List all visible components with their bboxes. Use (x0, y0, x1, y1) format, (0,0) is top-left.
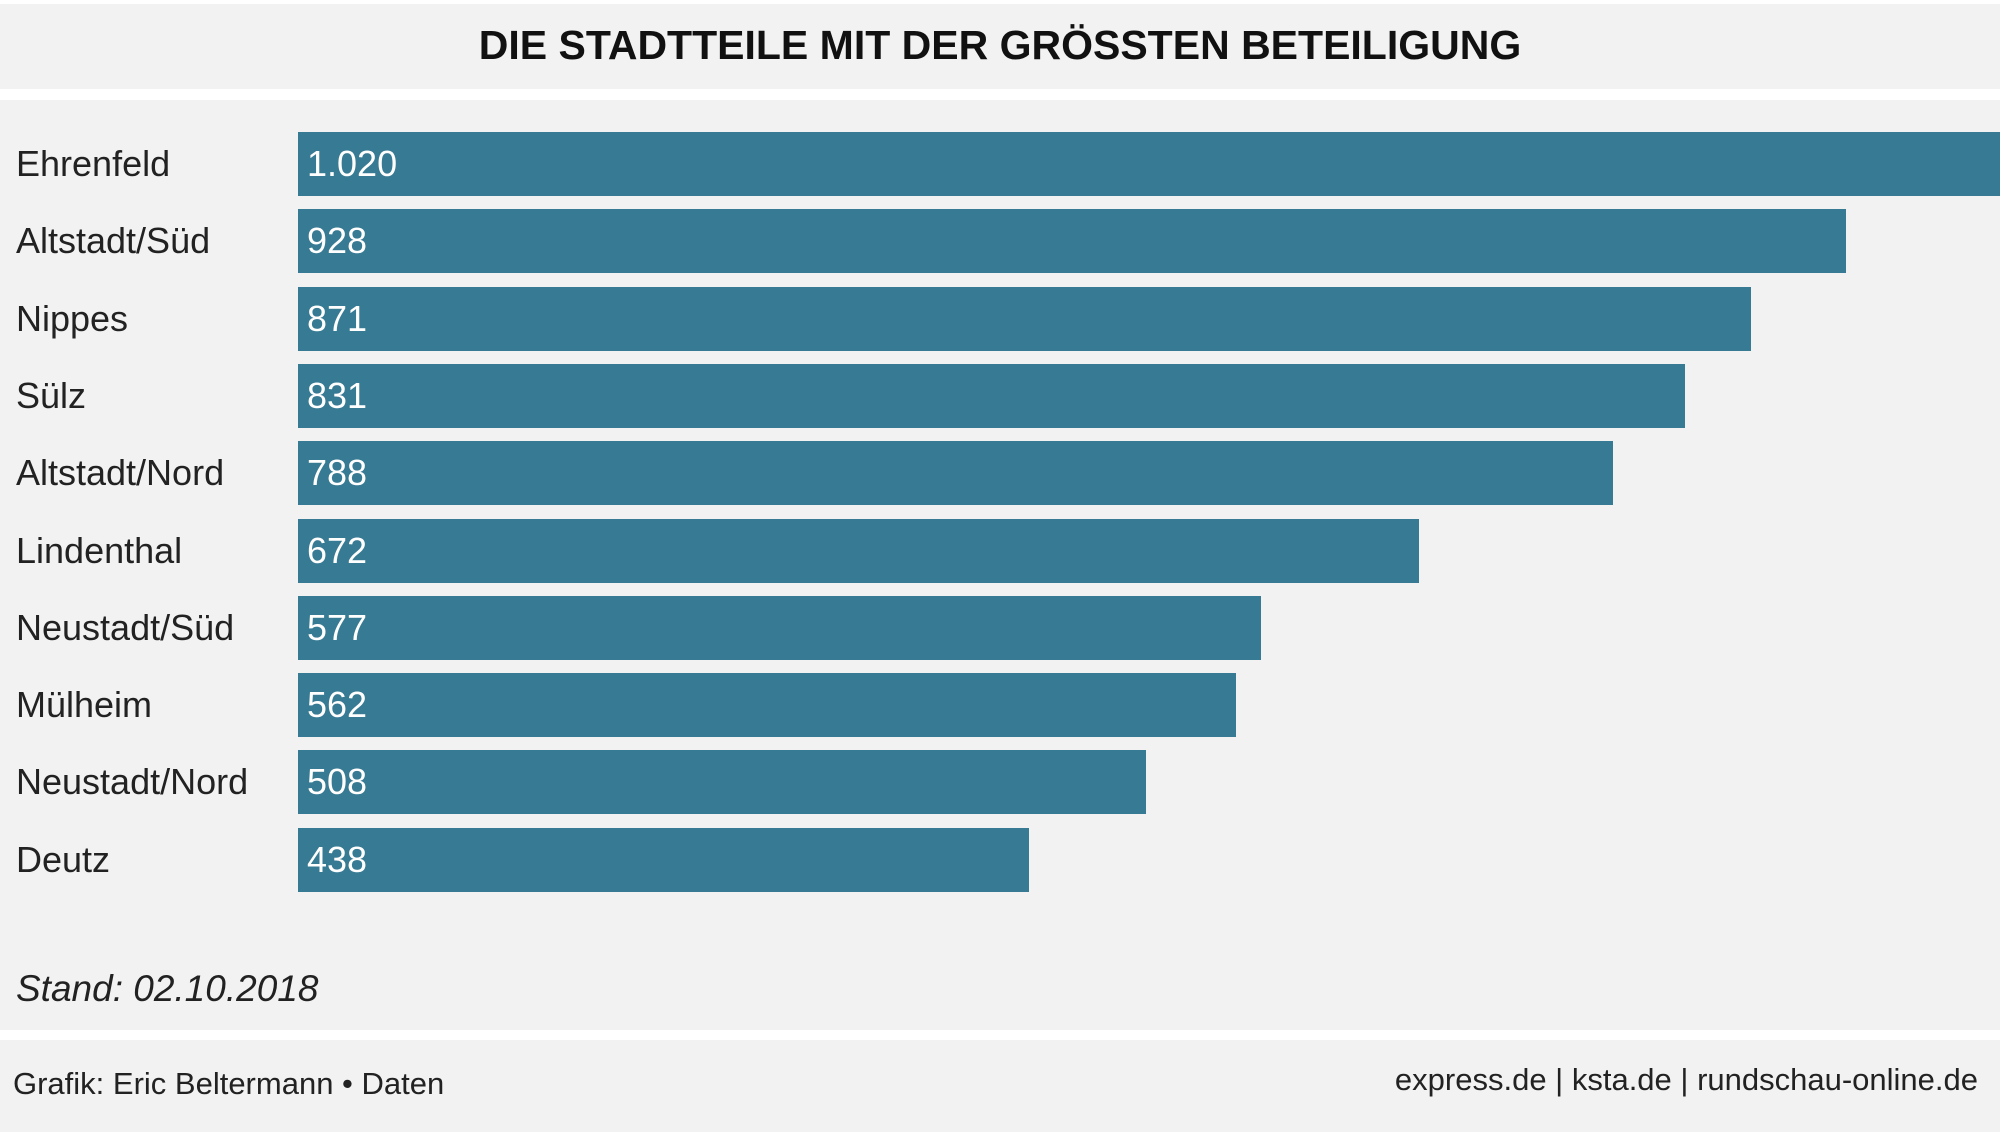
value-label: 672 (307, 529, 368, 571)
category-label: Neustadt/Nord (16, 761, 249, 803)
value-label: 562 (307, 684, 368, 726)
category-label: Altstadt/Nord (16, 452, 225, 494)
title-bar: DIE STADTTEILE MIT DER GRÖSSTEN BETEILIG… (0, 4, 2000, 89)
value-label: 928 (307, 220, 368, 262)
bar: 831 (298, 363, 1685, 428)
value-label: 788 (307, 452, 368, 494)
date-note: Stand: 02.10.2018 (16, 968, 319, 1009)
category-label: Deutz (16, 838, 111, 880)
value-label: 438 (307, 838, 368, 880)
footer-sites: express.de | ksta.de | rundschau-online.… (1394, 1062, 1978, 1097)
chart-panel: Ehrenfeld 1.020 Altstadt/Süd 928 Nippes 871 Sü… (0, 100, 2000, 1030)
value-label: 577 (307, 606, 368, 648)
bar: 577 (298, 595, 1261, 660)
category-label: Sülz (16, 374, 87, 416)
value-label: 508 (307, 761, 368, 803)
category-label: Nippes (16, 297, 129, 339)
value-label: 1.020 (307, 143, 398, 184)
value-label: 831 (307, 374, 368, 416)
bar: 508 (298, 750, 1146, 815)
footer: Grafik: Eric Beltermann • Daten express.… (0, 1040, 2000, 1132)
category-label: Mülheim (16, 684, 153, 726)
bar: 438 (298, 827, 1029, 892)
bar: 672 (298, 518, 1420, 583)
bar: 871 (298, 286, 1752, 351)
category-label: Lindenthal (16, 529, 183, 571)
bar: 562 (298, 673, 1236, 738)
category-label: Neustadt/Süd (16, 606, 235, 648)
footer-credit: Grafik: Eric Beltermann • Daten (13, 1066, 445, 1101)
value-label: 871 (307, 297, 368, 339)
bar: 928 (298, 209, 1847, 274)
bar: 788 (298, 441, 1613, 506)
category-label: Altstadt/Süd (16, 220, 211, 262)
bar: 1.020 (298, 132, 2000, 196)
category-label: Ehrenfeld (16, 143, 171, 184)
chart-title: DIE STADTTEILE MIT DER GRÖSSTEN BETEILIG… (478, 22, 1522, 68)
